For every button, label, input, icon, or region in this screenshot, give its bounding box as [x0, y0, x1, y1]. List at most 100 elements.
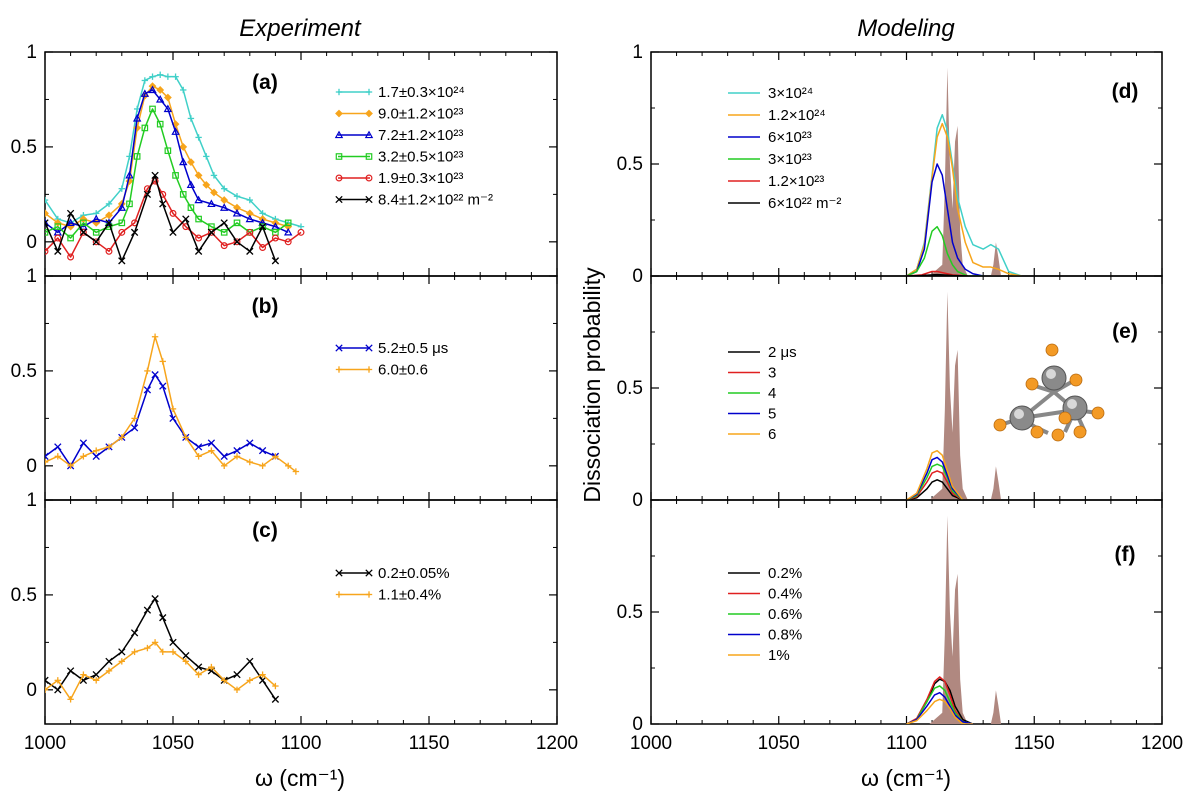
- y-tick-label: 0.5: [11, 585, 37, 606]
- x-tick-label: 1100: [886, 733, 927, 754]
- fluorine-atom: [1059, 412, 1071, 424]
- legend-label: 7.2±1.2×10²³: [378, 127, 463, 144]
- legend-label: 1.7±0.3×10²⁴: [378, 84, 465, 101]
- legend-label: 3: [768, 365, 776, 382]
- legend-label: 6×10²² m⁻²: [768, 195, 841, 212]
- y-tick-label: 0: [26, 456, 37, 477]
- panel-label: (b): [252, 295, 279, 318]
- panel-a: 00.51(a) 1.7±0.3×10²⁴9.0±1.2×10²³7.2±1.2×…: [11, 42, 557, 276]
- panel-frame: [45, 500, 557, 724]
- x-axis-label-right: ω (cm⁻¹): [861, 765, 951, 791]
- y-tick-label: 0.5: [617, 154, 643, 175]
- legend-label: 0.2±0.05%: [378, 565, 450, 582]
- y-tick-label: 0: [26, 680, 37, 701]
- x-tick-label: 1150: [1014, 733, 1055, 754]
- panel-frame: [651, 500, 1162, 724]
- x-axis-label-left: ω (cm⁻¹): [255, 765, 345, 791]
- fluorine-atom: [1046, 344, 1058, 356]
- spectrum-fill: [929, 516, 1008, 724]
- atom-highlight: [1014, 409, 1024, 419]
- plot-area: [907, 68, 1022, 276]
- legend-label: 6: [768, 426, 776, 443]
- panel-d: 00.51(d)3×10²⁴1.2×10²⁴6×10²³3×10²³1.2×10…: [617, 42, 1162, 287]
- fluorine-atom: [1026, 378, 1038, 390]
- legend-label: 0.4%: [768, 586, 802, 603]
- legend-label: 1.2×10²⁴: [768, 107, 826, 124]
- fluorine-atom: [994, 419, 1006, 431]
- y-tick-label: 0: [632, 714, 643, 735]
- x-tick-label: 1200: [536, 733, 578, 754]
- panel-label: (d): [1112, 80, 1139, 103]
- legend-label: 5.2±0.5 μs: [378, 340, 448, 357]
- legend-label: 5: [768, 406, 776, 423]
- y-tick-label: 0: [632, 266, 643, 287]
- legend-label: 1.2×10²³: [768, 173, 824, 190]
- series-line: [45, 75, 301, 227]
- panel-label: (c): [252, 519, 278, 542]
- legend-label: 1.9±0.3×10²³: [378, 170, 463, 187]
- x-tick-label: 1150: [409, 733, 450, 754]
- panel-frame: [651, 276, 1162, 500]
- fluorine-atom: [1031, 426, 1043, 438]
- y-tick-label: 1: [632, 42, 643, 63]
- legend-label: 1%: [768, 647, 790, 664]
- fluorine-atom: [1052, 429, 1064, 441]
- legend-label: 8.4±1.2×10²² m⁻²: [378, 192, 493, 209]
- legend-marker: [336, 110, 342, 116]
- y-tick-label: 1: [26, 490, 37, 511]
- y-tick-label: 0.5: [11, 361, 37, 382]
- panel-frame: [651, 52, 1162, 276]
- y-tick-label: 1: [26, 266, 37, 287]
- data-point: [180, 144, 186, 150]
- legend-label: 3×10²⁴: [768, 85, 813, 102]
- plot-area: [907, 292, 1009, 500]
- spectrum-fill: [929, 292, 1008, 500]
- plot-area: [42, 72, 304, 264]
- fluorine-atom: [1092, 407, 1104, 419]
- legend-label: 3.2±0.5×10²³: [378, 149, 463, 166]
- y-axis-label: Dissociation probability: [579, 267, 605, 503]
- y-tick-label: 1: [26, 42, 37, 63]
- x-tick-label: 1050: [152, 733, 194, 754]
- y-tick-label: 0.5: [11, 137, 37, 158]
- plot-area: [907, 516, 1009, 724]
- molecule-illustration: [994, 344, 1104, 441]
- panel-frame: [45, 276, 557, 500]
- x-tick-label: 1000: [24, 733, 66, 754]
- y-tick-label: 0.5: [617, 378, 643, 399]
- plot-area: [42, 334, 299, 475]
- x-tick-label: 1200: [1141, 733, 1183, 754]
- legend-label: 6.0±0.6: [378, 362, 428, 379]
- y-tick-label: 0: [632, 490, 643, 511]
- modeling-title: Modeling: [857, 15, 955, 42]
- legend-label: 4: [768, 385, 776, 402]
- panel-c: 1000 1050 1100 1150 1200 0 0.5 1 (c) 0.2±0.05% 1.1…: [11, 490, 579, 754]
- legend-label: 0.8%: [768, 627, 802, 644]
- panel-f: 1000 1050 1100 1150 1200 0 0.5 (f) 0.2% 0.4% 0.6% 0…: [617, 500, 1184, 754]
- legend-label: 0.2%: [768, 565, 802, 582]
- panel-label: (e): [1112, 320, 1138, 343]
- fluorine-atom: [1070, 374, 1082, 386]
- y-tick-label: 0: [26, 232, 37, 253]
- panel-frame: [45, 52, 557, 276]
- legend-label: 0.6%: [768, 606, 802, 623]
- fluorine-atom: [1074, 426, 1086, 438]
- plot-area: [42, 596, 279, 703]
- experiment-title: Experiment: [239, 15, 362, 42]
- atom-highlight: [1067, 399, 1077, 409]
- series-line: [45, 337, 296, 472]
- legend-label: 9.0±1.2×10²³: [378, 106, 463, 123]
- data-point: [188, 159, 194, 165]
- y-tick-label: 0.5: [617, 602, 643, 623]
- legend-label: 2 μs: [768, 344, 797, 361]
- legend-label: 1.1±0.4%: [378, 587, 441, 604]
- legend-marker: [366, 110, 372, 116]
- x-tick-label: 1100: [281, 733, 322, 754]
- panel-e: 0 0.5 (e) 2 μs 3 4 5 6: [617, 276, 1162, 511]
- panel-b: 0 0.5 1 (b) 5.2±0.5 μs 6.0±0.6: [11, 266, 557, 500]
- x-tick-label: 1050: [758, 733, 800, 754]
- panel-label: (f): [1115, 543, 1136, 566]
- x-tick-label: 1000: [630, 733, 672, 754]
- legend-label: 3×10²³: [768, 151, 812, 168]
